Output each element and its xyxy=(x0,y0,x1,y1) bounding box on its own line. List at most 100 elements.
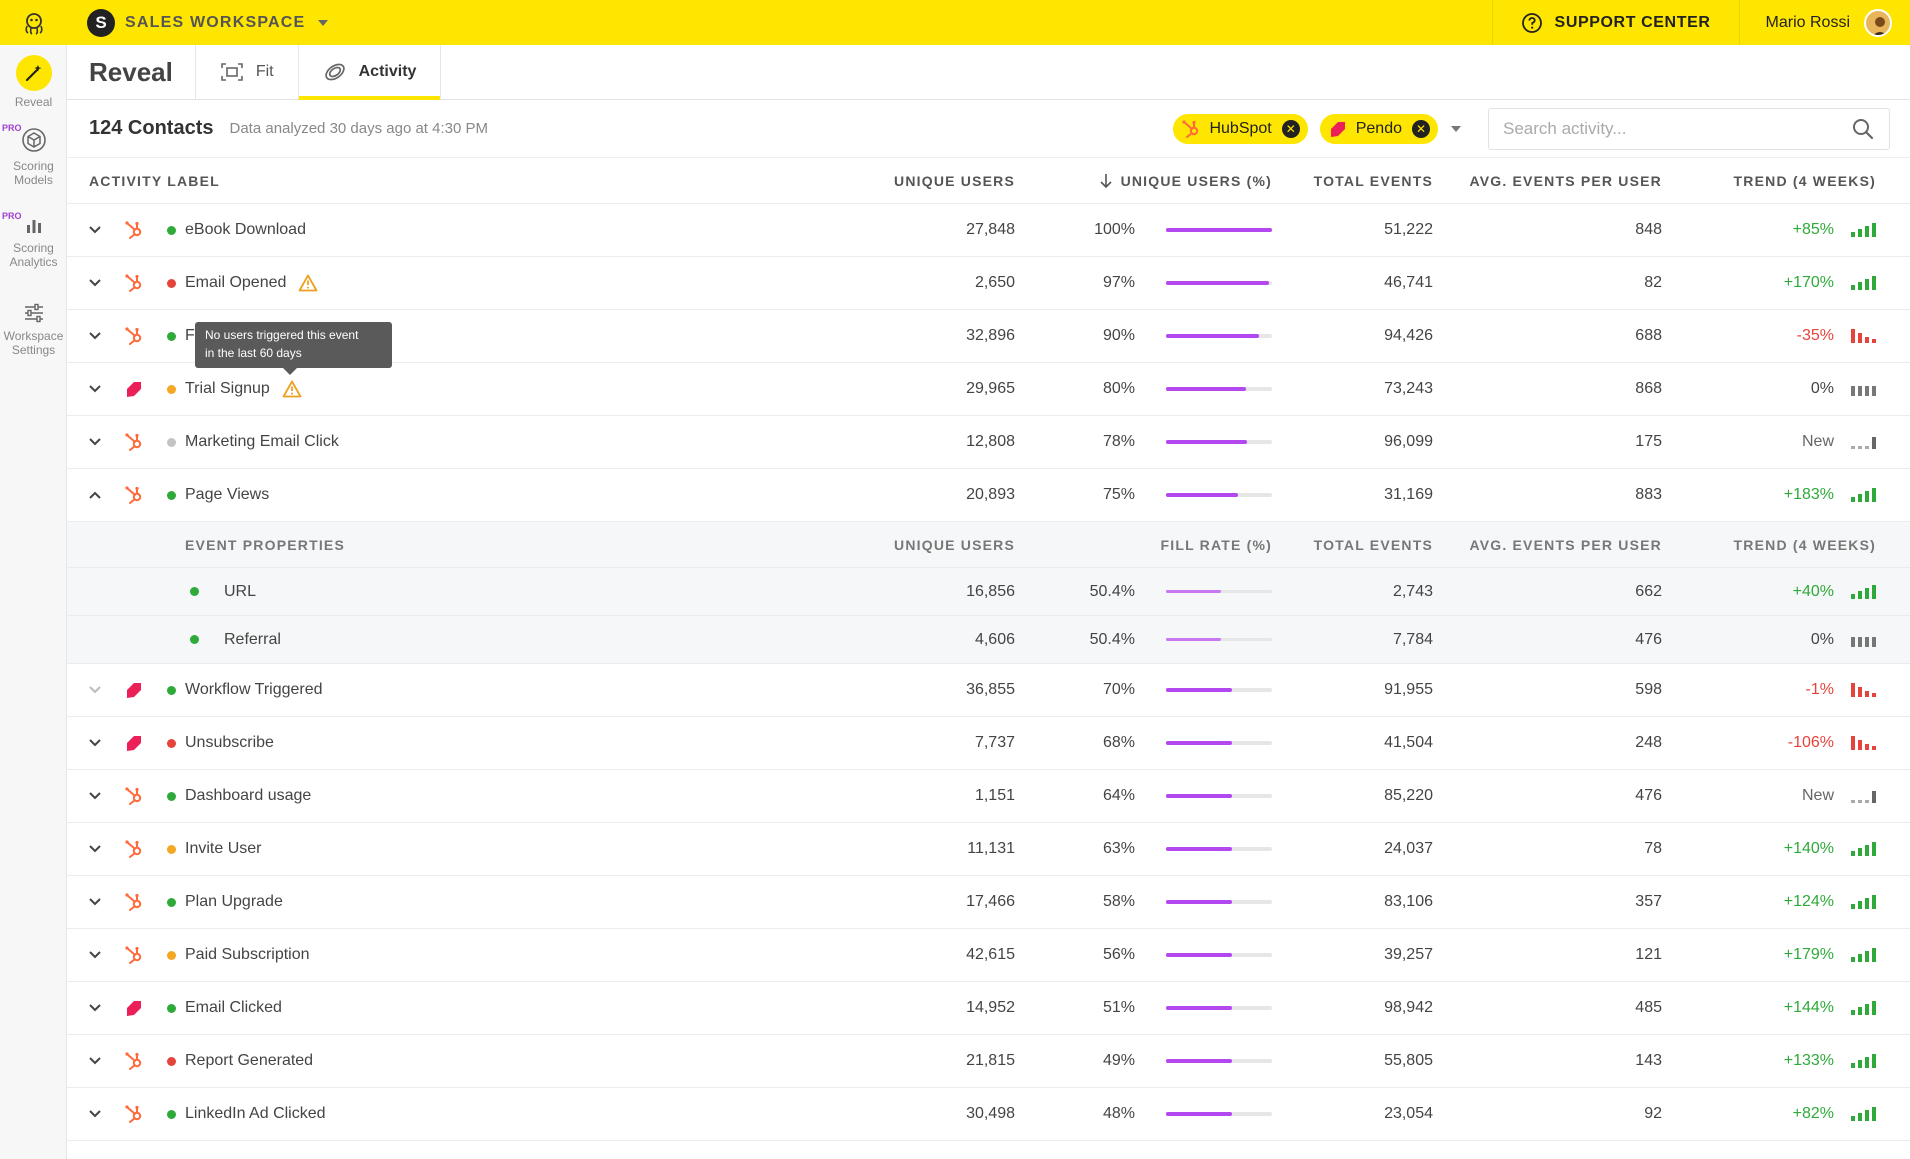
status-dot xyxy=(164,770,178,822)
chevron-down-icon xyxy=(89,226,101,234)
support-center-button[interactable]: SUPPORT CENTER xyxy=(1491,0,1740,45)
sidebar-item-workspace-settings[interactable]: Workspace Settings xyxy=(0,301,67,357)
table-row[interactable]: Marketing Email Click 12,808 78% 96,099 175 N… xyxy=(67,416,1910,469)
user-menu[interactable]: Mario Rossi xyxy=(1740,8,1910,37)
table-header: ACTIVITY LABEL UNIQUE USERS UNIQUE USERS… xyxy=(67,158,1910,204)
warning-icon[interactable] xyxy=(298,274,318,292)
unique-users-pct: 63% xyxy=(1102,840,1135,857)
source-icon xyxy=(121,1088,147,1140)
table-row[interactable]: Paid Subscription 42,615 56% 39,257 121 +179% xyxy=(67,929,1910,982)
expand-toggle[interactable] xyxy=(82,929,108,981)
table-row[interactable]: Page Views 20,893 75% 31,169 883 +183% xyxy=(67,469,1910,522)
toolbar: 124 Contacts Data analyzed 30 days ago a… xyxy=(67,100,1910,158)
trend-sparkline xyxy=(1851,382,1876,396)
sidebar-item-label: Reveal xyxy=(14,95,53,109)
table-row[interactable]: Unsubscribe 7,737 68% 41,504 248 -106% xyxy=(67,717,1910,770)
unique-users-pct: 78% xyxy=(1102,433,1135,450)
search-icon[interactable] xyxy=(1851,117,1875,141)
close-icon[interactable]: ✕ xyxy=(1412,119,1430,138)
trend-sparkline xyxy=(1851,842,1876,856)
sidebar-item-scoring-analytics[interactable]: PRO Scoring Analytics xyxy=(0,211,67,269)
sidebar-item-label: Scoring Analytics xyxy=(9,241,58,269)
table-row[interactable]: eBook Download 27,848 100% 51,222 848 +85% xyxy=(67,204,1910,257)
sort-arrow-down-icon xyxy=(1099,173,1112,188)
workspace-switcher[interactable]: S SALES WORKSPACE xyxy=(87,0,329,45)
activity-label-text: Dashboard usage xyxy=(185,787,312,804)
hubspot-icon xyxy=(125,274,142,292)
table-row[interactable]: Report Generated 21,815 49% 55,805 143 +133% xyxy=(67,1035,1910,1088)
expand-toggle[interactable] xyxy=(82,469,108,521)
hubspot-icon xyxy=(125,787,142,805)
expand-toggle[interactable] xyxy=(82,664,108,716)
status-dot xyxy=(164,982,178,1034)
expand-toggle[interactable] xyxy=(82,717,108,769)
source-icon xyxy=(121,982,147,1034)
event-properties-header: EVENT PROPERTIES UNIQUE USERS FILL RATE … xyxy=(67,522,1910,568)
table-row[interactable]: Invite User 11,131 63% 24,037 78 +140% xyxy=(67,823,1910,876)
expand-toggle[interactable] xyxy=(82,823,108,875)
table-row[interactable]: Email Opened 2,650 97% 46,741 82 +170% xyxy=(67,257,1910,310)
source-icon xyxy=(121,876,147,928)
status-dot xyxy=(164,823,178,875)
source-icon xyxy=(121,823,147,875)
expand-toggle[interactable] xyxy=(82,257,108,309)
col-unique-users[interactable]: UNIQUE USERS xyxy=(894,172,1015,189)
sidebar-item-scoring-models[interactable]: PRO Scoring Models xyxy=(0,123,67,187)
table-row[interactable]: Plan Upgrade 17,466 58% 83,106 357 +124% xyxy=(67,876,1910,929)
chip-hubspot[interactable]: HubSpot ✕ xyxy=(1173,113,1308,144)
tab-fit[interactable]: Fit xyxy=(196,45,299,99)
table-row[interactable]: Dashboard usage 1,151 64% 85,220 476 New xyxy=(67,770,1910,823)
expand-toggle[interactable] xyxy=(82,982,108,1034)
expand-toggle[interactable] xyxy=(82,204,108,256)
col-total-events[interactable]: TOTAL EVENTS xyxy=(1313,172,1433,189)
table-row[interactable]: F 32,896 90% 94,426 688 -35% xyxy=(67,310,1910,363)
unique-users-pct: 68% xyxy=(1102,734,1135,751)
expand-toggle[interactable] xyxy=(82,416,108,468)
property-row[interactable]: Referral 4,606 50.4% 7,784 476 0% xyxy=(67,616,1910,664)
activity-label-text: LinkedIn Ad Clicked xyxy=(185,1105,326,1122)
unique-users-pct: 56% xyxy=(1102,946,1135,963)
activity-label: Workflow Triggered xyxy=(185,664,323,716)
caret-down-icon[interactable] xyxy=(1450,125,1462,133)
expand-toggle[interactable] xyxy=(82,1088,108,1140)
col-avg-events[interactable]: AVG. EVENTS PER USER xyxy=(1469,172,1662,189)
activity-label: Plan Upgrade xyxy=(185,876,283,928)
chip-pendo[interactable]: Pendo ✕ xyxy=(1319,113,1438,144)
sidebar-item-reveal[interactable]: Reveal xyxy=(0,55,67,109)
trend-value: +183% xyxy=(1783,486,1834,503)
table-row[interactable]: LinkedIn Ad Clicked 30,498 48% 23,054 92 +82% xyxy=(67,1088,1910,1141)
expand-toggle[interactable] xyxy=(82,1035,108,1087)
col-unique-users: UNIQUE USERS xyxy=(894,536,1015,553)
close-icon[interactable]: ✕ xyxy=(1281,119,1300,138)
table-row[interactable]: Trial Signup 29,965 80% 73,243 868 0% xyxy=(67,363,1910,416)
avg-events: 598 xyxy=(1635,681,1662,698)
col-trend[interactable]: TREND (4 WEEKS) xyxy=(1733,172,1876,189)
source-icon xyxy=(121,257,147,309)
tab-activity[interactable]: Activity xyxy=(298,45,442,100)
expand-toggle[interactable] xyxy=(82,876,108,928)
pct-bar xyxy=(1166,664,1272,716)
col-unique-users-pct[interactable]: UNIQUE USERS (%) xyxy=(1099,158,1272,203)
avg-events: 248 xyxy=(1635,734,1662,751)
table-row[interactable]: Email Clicked 14,952 51% 98,942 485 +144% xyxy=(67,982,1910,1035)
expand-toggle[interactable] xyxy=(82,770,108,822)
total-events: 39,257 xyxy=(1384,946,1433,963)
status-dot xyxy=(164,363,178,415)
pct-bar xyxy=(1166,770,1272,822)
table-row[interactable]: Workflow Triggered 36,855 70% 91,955 598 -1% xyxy=(67,664,1910,717)
trend-sparkline xyxy=(1851,329,1876,343)
pendo-icon xyxy=(127,683,141,698)
pct-bar xyxy=(1166,982,1272,1034)
property-row[interactable]: URL 16,856 50.4% 2,743 662 +40% xyxy=(67,568,1910,616)
unique-users-pct: 48% xyxy=(1102,1105,1135,1122)
expand-toggle[interactable] xyxy=(82,310,108,362)
app-logo[interactable] xyxy=(0,0,67,45)
activity-label-text: Trial Signup xyxy=(185,380,270,397)
activity-label: Marketing Email Click xyxy=(185,416,339,468)
chevron-down-icon xyxy=(89,845,101,853)
expand-toggle[interactable] xyxy=(82,363,108,415)
warning-icon[interactable] xyxy=(282,380,302,398)
pendo-icon xyxy=(1330,121,1345,137)
search-input[interactable] xyxy=(1503,118,1851,139)
col-activity-label[interactable]: ACTIVITY LABEL xyxy=(89,172,220,189)
